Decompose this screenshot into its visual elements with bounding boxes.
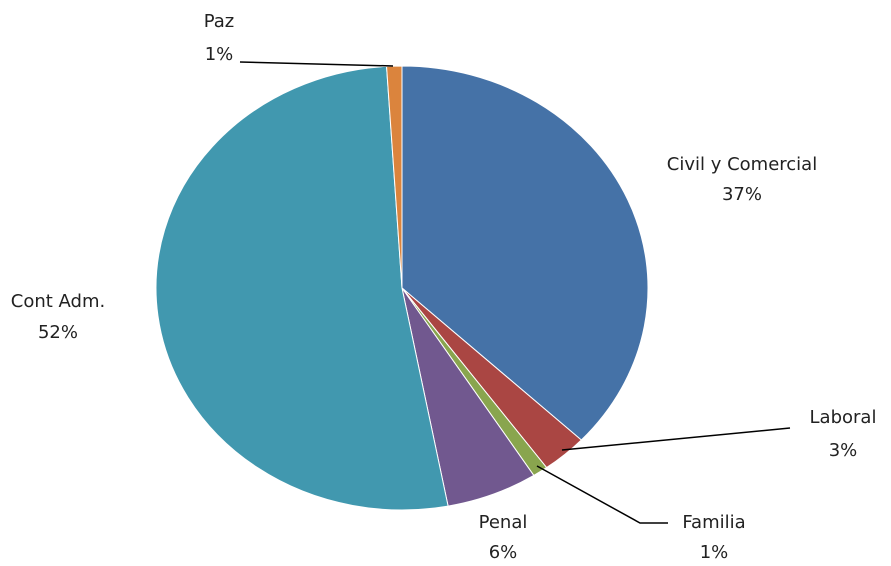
slice-label: Penal [479, 512, 528, 533]
slice-label: Cont Adm. [11, 291, 105, 312]
slice-value-label: 1% [205, 44, 234, 65]
pie-slice [401, 65, 649, 441]
slice-value-label: 1% [700, 542, 729, 563]
slice-label: Civil y Comercial [667, 154, 817, 175]
leader-line [239, 61, 394, 67]
slice-value-label: 6% [489, 542, 518, 563]
slice-value-label: 3% [829, 440, 858, 461]
slice-value-label: 37% [722, 184, 762, 205]
slice-label: Paz [204, 11, 235, 32]
leader-line [536, 465, 668, 524]
slice-value-label: 52% [38, 322, 78, 343]
pie-slice [155, 65, 449, 511]
slice-label: Familia [682, 512, 745, 533]
leader-line [561, 427, 791, 451]
slice-label: Laboral [810, 407, 877, 428]
